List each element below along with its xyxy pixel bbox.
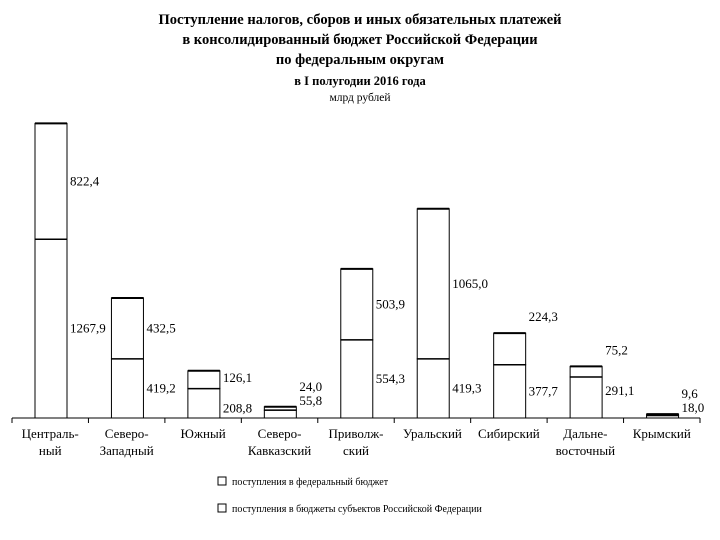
x-tick-label-5-0: Уральский (403, 426, 462, 441)
bar-regional-5 (416, 358, 450, 419)
x-tick-label-3-0: Северо- (258, 426, 302, 441)
legend: поступления в федеральный бюджет поступле… (217, 476, 482, 515)
x-axis: Централь-ный Северо- Западный Южный Северо- К… (11, 417, 701, 458)
label-regional-0: 1267,9 (70, 321, 106, 336)
label-regional-2: 208,8 (223, 401, 252, 416)
x-tick-label-4-1: ский (343, 443, 369, 458)
x-tick-label-4-0: Приволж- (328, 426, 383, 441)
bar-regional-0 (34, 238, 68, 419)
label-federal-3: 24,0 (299, 379, 322, 394)
x-tick-label-0-0: Централь- (22, 426, 79, 441)
x-tick-label-2-0: Южный (181, 426, 226, 441)
label-federal-0: 822,4 (70, 173, 100, 188)
label-regional-5: 419,3 (452, 380, 481, 395)
x-tick-label-0-1: ный (39, 443, 62, 458)
legend-swatch-1 (217, 503, 227, 513)
chart-subtitle: в I полугодии 2016 года (294, 74, 426, 88)
bar-regional-3 (263, 409, 297, 419)
bar-regional-1 (110, 358, 144, 419)
legend-swatch-0 (217, 476, 227, 486)
bar-federal-6 (493, 332, 527, 366)
label-federal-4: 503,9 (376, 296, 405, 311)
chart-title-line-3: по федеральным округам (275, 52, 445, 68)
bar-federal-5 (416, 208, 450, 360)
label-federal-6: 224,3 (529, 309, 558, 324)
bar-federal-7 (569, 365, 603, 378)
label-regional-8: 18,0 (682, 400, 705, 415)
label-federal-1: 432,5 (146, 320, 175, 335)
bar-regional-4 (340, 339, 374, 419)
label-federal-8: 9,6 (682, 386, 699, 401)
label-regional-7: 291,1 (605, 383, 634, 398)
x-tick-label-6-0: Сибирский (478, 426, 540, 441)
x-tick-label-7-0: Дальне- (563, 426, 607, 441)
label-federal-5: 1065,0 (452, 276, 488, 291)
label-federal-2: 126,1 (223, 370, 252, 385)
bar-federal-2 (187, 370, 221, 390)
x-tick-label-1-0: Северо- (105, 426, 149, 441)
legend-label-1: поступления в бюджеты субъектов Российск… (232, 504, 482, 515)
bars-group (34, 122, 680, 419)
label-regional-3: 55,8 (299, 393, 322, 408)
data-labels-group: 822,4 1267,9 432,5 419,2 126,1 208,8 24,055,8 5… (70, 173, 704, 415)
label-regional-4: 554,3 (376, 371, 405, 386)
bar-regional-6 (493, 364, 527, 419)
label-federal-7: 75,2 (605, 342, 628, 357)
chart-header: Поступление налогов, сборов и иных обяза… (0, 10, 720, 106)
bar-federal-0 (34, 122, 68, 240)
legend-label-0: поступления в федеральный бюджет (232, 477, 389, 488)
chart-units: млрд рублей (329, 92, 391, 104)
chart-title-line-1: Поступление налогов, сборов и иных обяза… (158, 12, 562, 28)
chart-title-line-2: в консолидированный бюджет Российской Фе… (182, 32, 538, 48)
x-tick-label-7-1: восточный (556, 443, 616, 458)
label-regional-1: 419,2 (146, 380, 175, 395)
bar-federal-4 (340, 268, 374, 341)
label-regional-6: 377,7 (529, 383, 559, 398)
x-tick-label-8-0: Крымский (633, 426, 691, 441)
x-tick-label-1-1: Западный (100, 443, 154, 458)
bar-federal-1 (110, 297, 144, 360)
bar-regional-2 (187, 388, 221, 419)
x-tick-label-3-1: Кавказский (248, 443, 311, 458)
bar-regional-7 (569, 376, 603, 419)
